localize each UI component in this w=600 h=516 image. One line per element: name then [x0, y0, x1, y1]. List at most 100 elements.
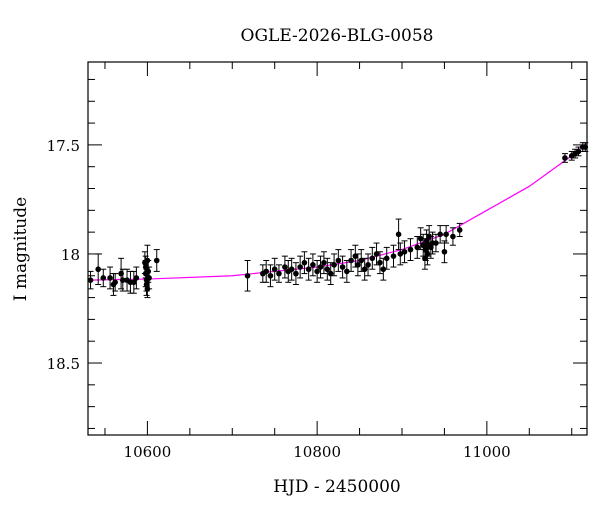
point-marker — [377, 259, 383, 266]
model-curve — [87, 142, 588, 281]
point-marker — [395, 231, 402, 238]
point-marker — [331, 262, 337, 268]
point-marker — [282, 264, 288, 270]
point-marker — [348, 257, 354, 264]
y-axis-label: I magnitude — [11, 197, 31, 301]
data-point — [376, 251, 383, 275]
data-point — [267, 264, 274, 288]
chart-title: OGLE-2026-BLG-0058 — [241, 26, 434, 46]
point-marker — [358, 257, 365, 264]
data-point — [449, 227, 456, 246]
point-marker — [293, 270, 299, 277]
data-point — [297, 255, 304, 279]
data-point — [420, 233, 427, 257]
data-point — [456, 222, 463, 238]
data-point — [133, 266, 140, 290]
data-point — [441, 240, 448, 264]
point-marker — [321, 259, 327, 266]
data-point — [146, 266, 153, 290]
x-axis-label: HJD - 2450000 — [273, 477, 401, 497]
point-marker — [133, 275, 140, 281]
data-point — [575, 146, 582, 157]
data-point — [343, 259, 350, 283]
point-marker — [433, 240, 439, 246]
data-point — [407, 238, 414, 261]
point-marker — [339, 264, 346, 270]
point-marker — [397, 251, 404, 257]
point-marker — [344, 268, 350, 275]
data-point — [365, 253, 372, 277]
data-point — [281, 255, 288, 279]
point-marker — [112, 279, 118, 286]
point-marker — [575, 148, 582, 155]
x-tick-label: 11000 — [463, 443, 511, 461]
point-marker — [276, 270, 282, 277]
point-marker — [373, 251, 380, 257]
point-marker — [401, 248, 408, 255]
data-point — [561, 153, 568, 163]
point-marker — [383, 255, 390, 262]
y-tick-label: 17.5 — [47, 137, 80, 155]
point-marker — [437, 231, 443, 238]
point-marker — [301, 259, 308, 266]
point-marker — [271, 266, 278, 273]
point-marker — [327, 270, 334, 277]
point-marker — [314, 268, 320, 275]
point-marker — [414, 244, 421, 251]
data-point — [443, 225, 450, 244]
point-marker — [305, 266, 312, 273]
point-marker — [324, 266, 331, 273]
point-marker — [95, 266, 101, 273]
point-marker — [335, 257, 342, 264]
data-point — [263, 259, 270, 283]
data-point — [395, 218, 402, 251]
x-tick-label: 10800 — [293, 443, 341, 461]
point-marker — [456, 227, 463, 233]
y-tick-label: 18.5 — [47, 355, 80, 373]
point-marker — [355, 262, 361, 268]
data-point — [130, 270, 137, 294]
data-point — [390, 244, 397, 268]
point-marker — [365, 262, 371, 268]
point-marker — [420, 242, 427, 249]
point-marker — [317, 264, 324, 270]
data-point — [317, 255, 324, 279]
data-point — [292, 262, 299, 285]
data-point — [244, 259, 251, 292]
point-marker — [297, 264, 303, 270]
data-point — [275, 264, 282, 283]
data-point — [369, 246, 376, 270]
data-point — [314, 259, 321, 283]
point-marker — [441, 248, 448, 255]
y-tick-label: 18 — [61, 246, 80, 264]
point-marker — [417, 235, 424, 242]
data-point — [331, 253, 338, 277]
point-marker — [153, 257, 160, 264]
data-point — [309, 253, 316, 277]
point-marker — [131, 279, 137, 286]
x-tick-label: 10600 — [124, 443, 172, 461]
point-marker — [422, 255, 428, 262]
point-marker — [146, 275, 152, 281]
point-marker — [361, 266, 368, 273]
point-marker — [107, 275, 113, 281]
data-point — [397, 242, 404, 266]
data-point — [112, 273, 119, 292]
data-point — [100, 268, 107, 288]
data-point — [153, 249, 160, 272]
data-point — [339, 255, 346, 279]
point-marker — [119, 277, 126, 283]
point-marker — [267, 272, 274, 279]
point-marker — [143, 281, 150, 288]
data-point — [401, 240, 408, 264]
point-marker — [244, 272, 251, 279]
point-marker — [407, 246, 414, 253]
point-marker — [443, 231, 449, 238]
point-marker — [424, 251, 431, 257]
point-marker — [87, 277, 94, 283]
point-marker — [310, 262, 316, 268]
data-point — [383, 246, 390, 270]
point-marker — [369, 255, 376, 262]
